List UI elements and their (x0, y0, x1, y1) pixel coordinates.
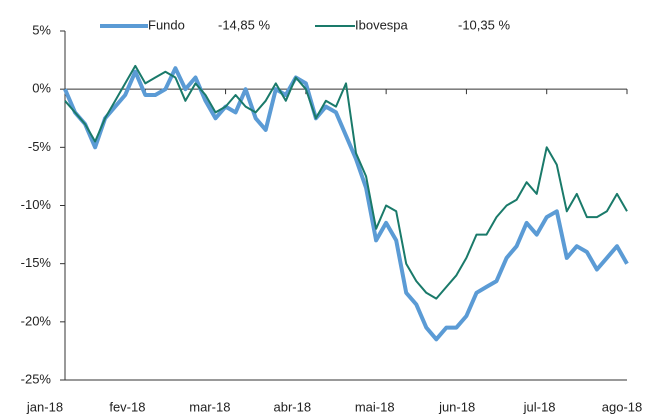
x-tick-label: abr-18 (273, 399, 311, 414)
x-tick-label: mai-18 (355, 399, 395, 414)
y-tick-label: -15% (21, 255, 52, 270)
x-tick-label: mar-18 (189, 399, 230, 414)
x-tick-label: jan-18 (26, 399, 63, 414)
x-tick-label: ago-18 (602, 399, 642, 414)
series-line (63, 66, 629, 342)
y-tick-label: -25% (21, 371, 52, 386)
legend-label: Fundo (148, 17, 185, 32)
legend-label: Ibovespa (355, 17, 409, 32)
x-tick-label: fev-18 (109, 399, 145, 414)
x-tick-label: jun-18 (438, 399, 475, 414)
y-tick-label: 0% (32, 81, 51, 96)
legend-value: -10,35 % (458, 17, 510, 32)
x-tick-label: jul-18 (523, 399, 556, 414)
y-tick-label: 5% (32, 22, 51, 37)
series-line (64, 64, 628, 300)
legend-value: -14,85 % (218, 17, 270, 32)
y-tick-label: -10% (21, 197, 52, 212)
y-tick-label: -20% (21, 313, 52, 328)
y-tick-label: -5% (28, 139, 52, 154)
